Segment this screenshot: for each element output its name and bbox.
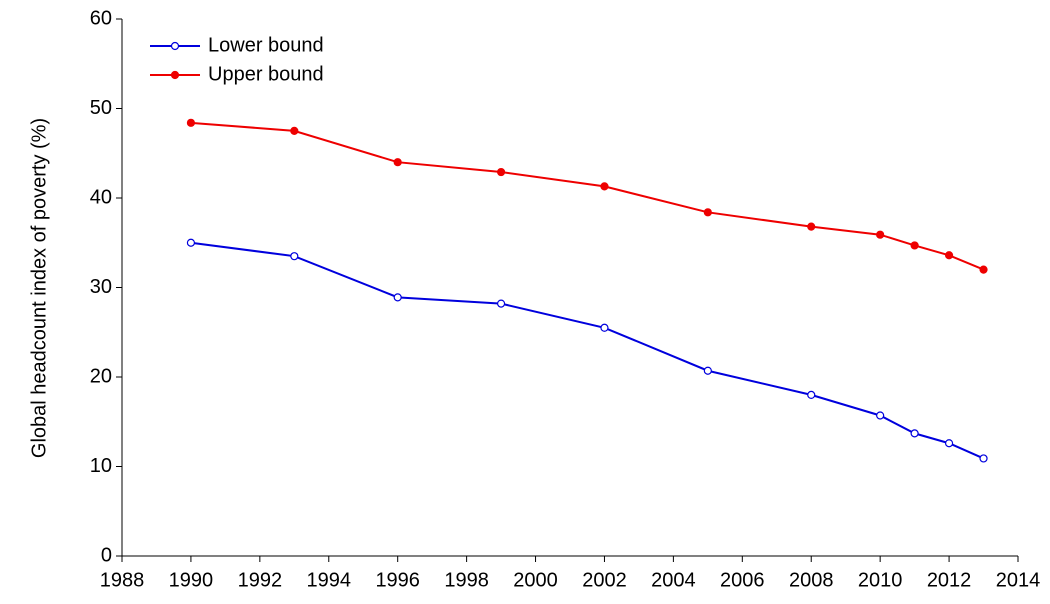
data-point [600, 323, 609, 332]
series-line [190, 121, 984, 271]
data-point [876, 230, 885, 239]
data-point [496, 167, 506, 177]
y-tick-label: 50 [90, 97, 112, 119]
data-point [703, 366, 712, 375]
data-point [910, 241, 919, 250]
data-point [186, 238, 196, 247]
x-tick-label: 2000 [513, 569, 558, 591]
x-tick-label: 2014 [996, 569, 1041, 591]
y-axis-label: Global headcount index of poverty (%) [28, 118, 50, 458]
x-tick-label: 1998 [444, 569, 489, 591]
series-line [190, 241, 984, 460]
y-tick-label: 20 [90, 365, 112, 387]
x-tick-label: 2004 [651, 569, 696, 591]
x-tick-label: 2008 [789, 569, 834, 591]
data-point [703, 208, 712, 217]
data-point [290, 126, 299, 135]
data-point [290, 252, 299, 261]
data-point [186, 118, 196, 127]
data-point [600, 182, 609, 191]
x-tick-label: 1988 [100, 569, 145, 591]
data-point [496, 299, 506, 308]
x-tick-label: 1992 [238, 569, 283, 591]
data-point [910, 429, 919, 438]
data-point [979, 265, 988, 274]
x-tick-label: 1996 [375, 569, 420, 591]
legend-marker [170, 41, 180, 51]
x-tick-label: 1994 [307, 569, 352, 591]
x-tick-label: 1990 [169, 569, 214, 591]
legend-marker [170, 70, 180, 80]
legend-label: Upper bound [208, 63, 324, 85]
data-point [979, 454, 988, 463]
x-tick-label: 2002 [582, 569, 627, 591]
x-tick-label: 2012 [927, 569, 972, 591]
x-tick-label: 2010 [858, 569, 903, 591]
x-tick-label: 2006 [720, 569, 765, 591]
y-tick-label: 30 [90, 276, 112, 298]
y-tick-label: 40 [90, 186, 112, 208]
y-tick-label: 60 [90, 7, 112, 29]
data-point [944, 439, 954, 448]
legend-label: Lower bound [208, 34, 324, 56]
data-point [807, 222, 816, 231]
data-point [876, 411, 885, 420]
data-point [393, 158, 402, 167]
data-point [807, 390, 816, 399]
data-point [944, 251, 954, 260]
y-tick-label: 0 [101, 544, 112, 566]
data-point [393, 293, 402, 302]
y-tick-label: 10 [90, 455, 112, 477]
